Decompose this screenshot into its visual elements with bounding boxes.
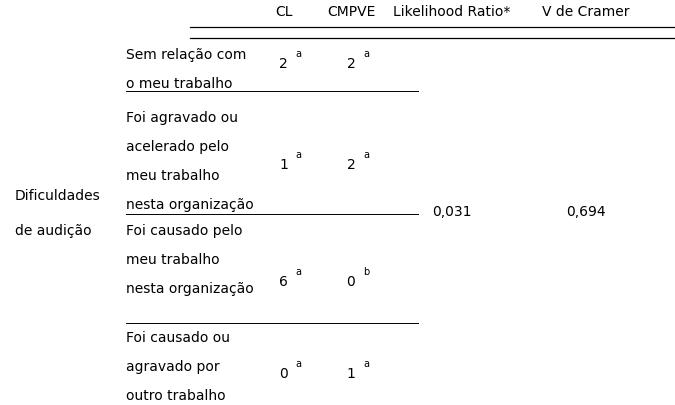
Text: meu trabalho: meu trabalho xyxy=(126,169,219,183)
Text: de audição: de audição xyxy=(15,224,91,239)
Text: 0,694: 0,694 xyxy=(566,205,606,219)
Text: a: a xyxy=(296,359,302,369)
Text: a: a xyxy=(363,150,369,160)
Text: meu trabalho: meu trabalho xyxy=(126,253,219,267)
Text: Foi agravado ou: Foi agravado ou xyxy=(126,111,238,124)
Text: V de Cramer: V de Cramer xyxy=(543,5,630,19)
Text: a: a xyxy=(296,150,302,160)
Text: 0,031: 0,031 xyxy=(432,205,472,219)
Text: 2: 2 xyxy=(279,57,288,71)
Text: 1: 1 xyxy=(346,367,355,381)
Text: 6: 6 xyxy=(279,275,288,289)
Text: 0: 0 xyxy=(346,275,355,289)
Text: CL: CL xyxy=(275,5,292,19)
Text: o meu trabalho: o meu trabalho xyxy=(126,77,232,92)
Text: 1: 1 xyxy=(279,158,288,172)
Text: nesta organização: nesta organização xyxy=(126,282,254,296)
Text: a: a xyxy=(363,49,369,59)
Text: acelerado pelo: acelerado pelo xyxy=(126,140,229,154)
Text: nesta organização: nesta organização xyxy=(126,198,254,212)
Text: outro trabalho: outro trabalho xyxy=(126,389,225,403)
Text: agravado por: agravado por xyxy=(126,360,219,374)
Text: Foi causado ou: Foi causado ou xyxy=(126,331,230,345)
Text: 0: 0 xyxy=(279,367,288,381)
Text: Dificuldades: Dificuldades xyxy=(15,189,101,203)
Text: a: a xyxy=(363,359,369,369)
Text: 2: 2 xyxy=(346,158,355,172)
Text: a: a xyxy=(296,49,302,59)
Text: b: b xyxy=(363,267,369,277)
Text: CMPVE: CMPVE xyxy=(327,5,375,19)
Text: Sem relação com: Sem relação com xyxy=(126,48,246,62)
Text: Foi causado pelo: Foi causado pelo xyxy=(126,224,242,238)
Text: Likelihood Ratio*: Likelihood Ratio* xyxy=(393,5,510,19)
Text: 2: 2 xyxy=(346,57,355,71)
Text: a: a xyxy=(296,267,302,277)
